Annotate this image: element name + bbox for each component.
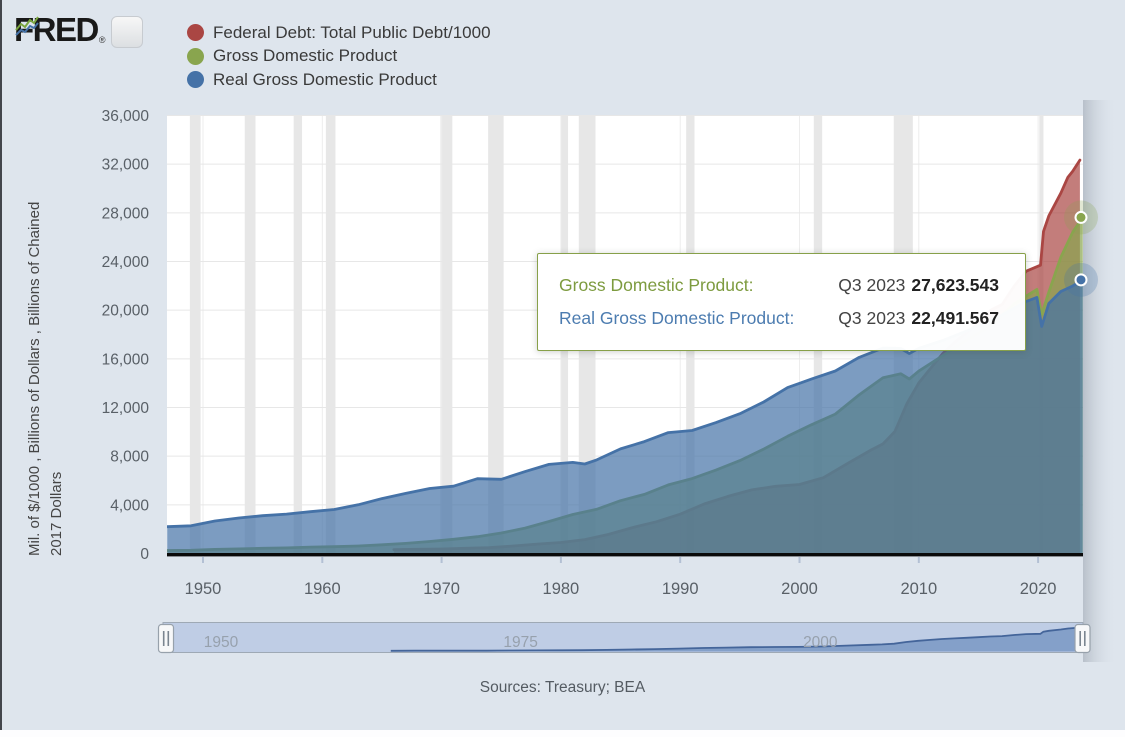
window-left-border bbox=[0, 0, 2, 737]
legend-item-federal-debt[interactable]: Federal Debt: Total Public Debt/1000 bbox=[187, 21, 491, 45]
tooltip-gdp-date: Q3 2023 bbox=[838, 275, 906, 295]
x-tick-label: 2000 bbox=[781, 580, 818, 598]
y-tick-label: 0 bbox=[140, 546, 149, 563]
slider-handle-left[interactable] bbox=[157, 623, 175, 654]
y-tick-label: 20,000 bbox=[102, 303, 150, 320]
last-observation-marker[interactable] bbox=[1074, 273, 1088, 287]
y-tick-label: 8,000 bbox=[110, 449, 149, 466]
tooltip-row-real-gdp: Real Gross Domestic Product: Q3 2023 22,4… bbox=[559, 302, 999, 335]
bottom-strip bbox=[0, 730, 1125, 737]
recession-band bbox=[440, 116, 453, 556]
x-axis-line bbox=[167, 553, 1083, 557]
recession-band bbox=[189, 116, 201, 556]
tooltip-real-gdp-value: Q3 2023 22,491.567 bbox=[838, 302, 999, 335]
x-tick-label: 1980 bbox=[543, 580, 580, 598]
gdp-color-dot bbox=[187, 47, 204, 65]
recession-band bbox=[293, 116, 303, 556]
recession-band bbox=[244, 116, 256, 556]
fred-logo[interactable]: FRED ® bbox=[14, 13, 144, 48]
tooltip-row-gdp: Gross Domestic Product: Q3 2023 27,623.54… bbox=[559, 269, 999, 302]
y-axis-title: Mil. of $/1000 , Billions of Dollars , B… bbox=[24, 116, 70, 556]
x-tick-label: 2020 bbox=[1020, 580, 1057, 598]
slider-year-label: 1950 bbox=[204, 634, 239, 651]
chart-legend: Federal Debt: Total Public Debt/1000 Gro… bbox=[187, 21, 491, 92]
tooltip-gdp-label: Gross Domestic Product: bbox=[559, 275, 754, 295]
tooltip-real-gdp-label: Real Gross Domestic Product: bbox=[559, 308, 795, 328]
x-tick-label: 1990 bbox=[662, 580, 699, 598]
registered-mark: ® bbox=[98, 35, 106, 45]
gdp-label: Gross Domestic Product bbox=[213, 46, 398, 66]
tooltip-real-gdp-date: Q3 2023 bbox=[838, 308, 906, 328]
y-axis-title-line1: Mil. of $/1000 , Billions of Dollars , B… bbox=[26, 201, 43, 556]
y-tick-label: 32,000 bbox=[102, 157, 150, 174]
legend-item-real-gdp[interactable]: Real Gross Domestic Product bbox=[187, 68, 491, 92]
x-tick-label: 1970 bbox=[423, 580, 460, 598]
y-tick-label: 24,000 bbox=[102, 254, 150, 271]
range-slider: 1950 1975 2000 bbox=[157, 622, 1091, 654]
fred-sparkline-icon bbox=[15, 16, 144, 48]
x-tick-label: 2010 bbox=[900, 580, 937, 598]
y-tick-label: 28,000 bbox=[102, 205, 150, 222]
x-tick-label: 1950 bbox=[185, 580, 222, 598]
tooltip-real-gdp-number: 22,491.567 bbox=[911, 308, 999, 328]
slider-year-label: 1975 bbox=[503, 634, 537, 651]
y-tick-label: 36,000 bbox=[102, 108, 150, 125]
plot-edge-shadow bbox=[1083, 100, 1117, 662]
slider-handle-left-grip-body[interactable] bbox=[157, 623, 175, 654]
legend-item-gdp[interactable]: Gross Domestic Product bbox=[187, 45, 491, 69]
chart-tooltip: Gross Domestic Product: Q3 2023 27,623.54… bbox=[537, 253, 1026, 351]
sources-note: Sources: Treasury; BEA bbox=[479, 679, 646, 696]
recession-band bbox=[488, 116, 504, 556]
slider-year-label: 2000 bbox=[803, 634, 838, 651]
slider-overview-area bbox=[390, 627, 1080, 652]
real-gdp-color-dot bbox=[187, 71, 204, 89]
y-tick-label: 4,000 bbox=[110, 497, 149, 514]
tooltip-gdp-value: Q3 2023 27,623.543 bbox=[838, 269, 999, 302]
area-real-gross-domestic-product[interactable] bbox=[167, 279, 1083, 555]
recession-band bbox=[325, 116, 336, 556]
y-tick-label: 16,000 bbox=[102, 351, 150, 368]
slider-overview-line bbox=[390, 626, 1081, 652]
x-tick-label: 1960 bbox=[304, 580, 341, 598]
federal-debt-label: Federal Debt: Total Public Debt/1000 bbox=[213, 22, 491, 42]
tooltip-gdp-number: 27,623.543 bbox=[911, 275, 999, 295]
slider-handle-right[interactable] bbox=[1074, 623, 1091, 654]
y-axis-title-line2: 2017 Dollars bbox=[48, 471, 65, 556]
y-tick-label: 12,000 bbox=[102, 400, 150, 417]
last-observation-marker[interactable] bbox=[1074, 210, 1088, 224]
real-gdp-label: Real Gross Domestic Product bbox=[213, 69, 437, 89]
slider-handle-right-grip-body[interactable] bbox=[1074, 623, 1091, 654]
federal-debt-color-dot bbox=[187, 24, 204, 42]
